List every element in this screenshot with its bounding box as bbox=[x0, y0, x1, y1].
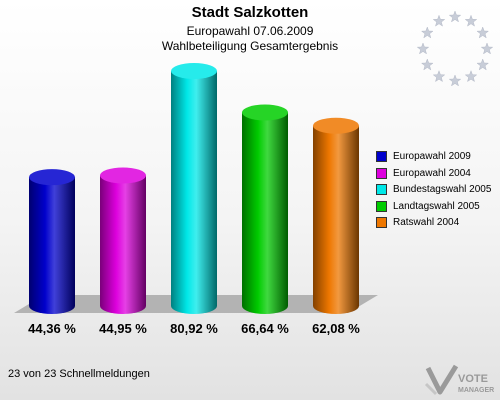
bar-top bbox=[29, 169, 75, 186]
bar-body bbox=[171, 71, 217, 314]
bar-body bbox=[29, 177, 75, 314]
chart-subtitle-turnout: Wahlbeteiligung Gesamtergebnis bbox=[161, 39, 339, 53]
legend: Europawahl 2009 Europawahl 2004 Bundesta… bbox=[376, 149, 491, 232]
logo-text-vote: VOTE bbox=[458, 373, 488, 385]
legend-label: Bundestagswahl 2005 bbox=[393, 184, 492, 196]
bar-bundestagswahl-2005 bbox=[171, 63, 217, 314]
logo-text-manager: MANAGER bbox=[458, 387, 494, 394]
value-label: 80,92 % bbox=[170, 321, 218, 336]
legend-item-landtagswahl-2005: Landtagswahl 2005 bbox=[376, 199, 491, 214]
legend-item-europawahl-2009: Europawahl 2009 bbox=[376, 149, 491, 164]
eu-star bbox=[432, 14, 446, 27]
eu-star bbox=[480, 42, 494, 55]
legend-swatch bbox=[376, 151, 387, 162]
bar-body bbox=[313, 125, 359, 315]
value-label: 66,64 % bbox=[241, 321, 289, 336]
value-labels-group: 44,36 % 44,95 % 80,92 % 66,64 % 62,08 % bbox=[28, 321, 360, 336]
legend-label: Landtagswahl 2005 bbox=[393, 200, 480, 212]
legend-label: Ratswahl 2004 bbox=[393, 217, 460, 229]
bar-ratswahl-2004 bbox=[313, 117, 359, 315]
bar-top bbox=[313, 117, 359, 134]
bars-group bbox=[29, 63, 359, 315]
eu-star bbox=[464, 70, 478, 83]
eu-star bbox=[476, 58, 489, 71]
eu-star bbox=[416, 42, 430, 55]
eu-star bbox=[448, 10, 462, 23]
legend-label: Europawahl 2009 bbox=[393, 151, 471, 162]
legend-item-ratswahl-2004: Ratswahl 2004 bbox=[376, 215, 491, 230]
bar-top bbox=[242, 104, 288, 121]
bar-top bbox=[171, 63, 217, 79]
legend-label: Europawahl 2004 bbox=[393, 167, 471, 179]
chart-subtitle-election: Europawahl 07.06.2009 bbox=[186, 24, 314, 38]
legend-swatch bbox=[376, 167, 387, 179]
legend-swatch bbox=[376, 217, 387, 229]
bar-europawahl-2009 bbox=[29, 169, 75, 314]
eu-star bbox=[464, 14, 478, 27]
eu-star bbox=[448, 74, 462, 87]
bar-europawahl-2004 bbox=[100, 167, 146, 314]
legend-item-bundestagswahl-2005: Bundestagswahl 2005 bbox=[376, 182, 491, 197]
eu-star bbox=[421, 26, 434, 39]
value-label: 62,08 % bbox=[312, 321, 360, 336]
eu-star bbox=[421, 58, 434, 71]
value-label: 44,36 % bbox=[28, 321, 76, 336]
vote-manager-logo: VOTE MANAGER bbox=[424, 364, 494, 396]
legend-swatch bbox=[376, 200, 387, 212]
bar-body bbox=[242, 112, 288, 315]
value-label: 44,95 % bbox=[99, 321, 147, 336]
chart-title: Stadt Salzkotten bbox=[191, 4, 309, 21]
bar-body bbox=[100, 175, 146, 314]
bar-top bbox=[100, 167, 146, 184]
eu-star bbox=[476, 26, 489, 39]
eu-stars-icon bbox=[416, 10, 494, 87]
vote-check-icon bbox=[424, 364, 459, 396]
bar-landtagswahl-2005 bbox=[242, 104, 288, 315]
legend-item-europawahl-2004: Europawahl 2004 bbox=[376, 166, 491, 181]
eu-star bbox=[432, 70, 446, 83]
reporting-status: 23 von 23 Schnellmeldungen bbox=[8, 368, 150, 380]
legend-swatch bbox=[376, 184, 387, 196]
